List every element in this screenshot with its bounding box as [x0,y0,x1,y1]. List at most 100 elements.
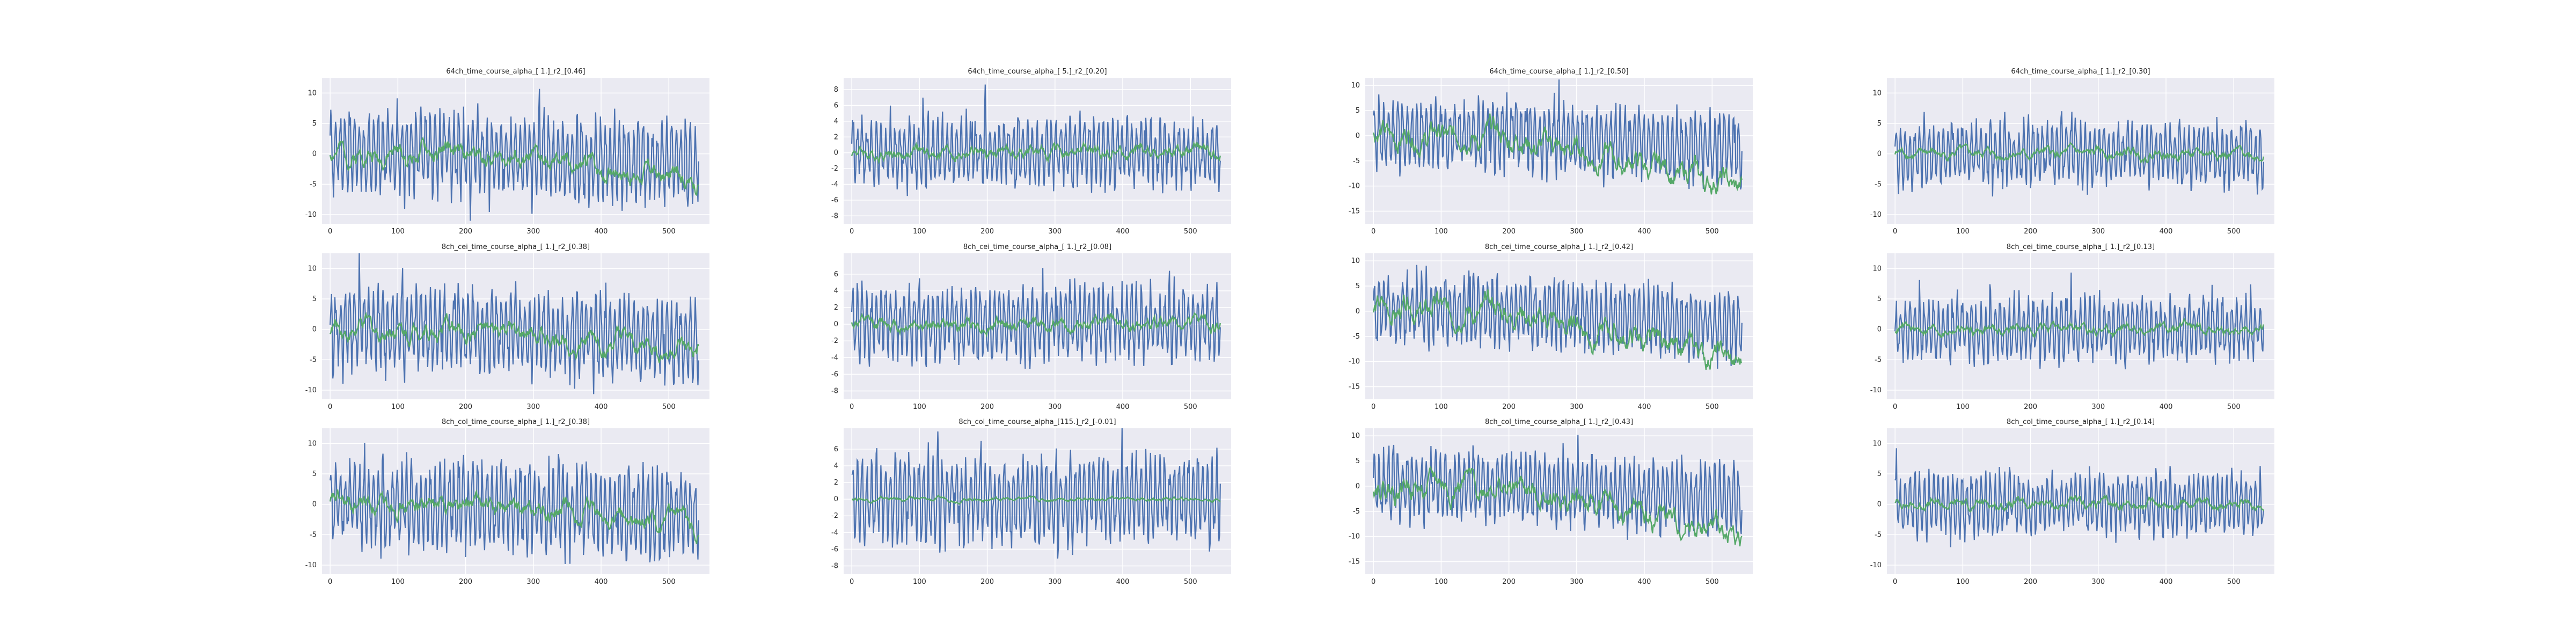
y-tick-label: -10 [305,211,317,219]
y-tick-label: -5 [310,356,317,364]
subplot-title: 8ch_cei_time_course_alpha_[ 1.]_r2_[0.42… [1485,243,1633,251]
x-tick-label: 500 [2227,228,2241,236]
subplot-title: 8ch_col_time_course_alpha_[ 1.]_r2_[0.14… [2007,418,2155,426]
y-tick-label: -2 [831,165,838,173]
subplot-0: 0 100 200 300 400 500 -10 -5 0 5 10 64ch_time_cours… [305,68,709,236]
x-tick-label: 300 [526,228,540,236]
y-tick-label: 10 [308,89,317,97]
y-tick-label: -8 [831,387,838,395]
y-tick-label: -5 [1875,531,1882,539]
x-tick-label: 0 [1371,403,1375,411]
x-tick-label: 400 [2160,403,2173,411]
x-tick-label: 0 [1371,228,1375,236]
y-tick-label: -10 [1870,386,1882,394]
y-tick-label: 10 [1872,440,1882,448]
y-tick-label: 8 [834,86,838,94]
series-line-green [1372,289,1742,370]
x-tick-label: 200 [2024,403,2037,411]
subplot-title: 64ch_time_course_alpha_[ 1.]_r2_[0.30] [2011,68,2150,76]
x-tick-label: 400 [1116,403,1130,411]
plot-background [1887,78,2274,224]
x-tick-label: 200 [459,403,472,411]
y-tick-label: 0 [1877,501,1882,509]
x-tick-label: 300 [526,403,540,411]
x-tick-label: 300 [1048,403,1062,411]
x-tick-label: 100 [1435,403,1448,411]
y-tick-label: 0 [834,149,838,157]
y-tick-label: -5 [310,531,317,539]
x-tick-label: 400 [595,403,608,411]
y-tick-label: -8 [831,562,838,570]
x-tick-label: 100 [913,403,926,411]
y-tick-label: -15 [1349,383,1360,391]
x-tick-label: 300 [1048,578,1062,586]
x-tick-label: 500 [2227,578,2241,586]
x-tick-label: 400 [1638,403,1651,411]
series-line-green [1372,465,1743,547]
y-tick-label: 2 [834,304,838,312]
x-tick-label: 0 [1893,578,1897,586]
x-tick-label: 200 [1502,403,1516,411]
x-tick-label: 400 [2160,578,2173,586]
y-tick-label: 5 [1877,295,1882,303]
y-tick-label: -5 [1353,157,1360,165]
y-tick-label: 0 [1356,308,1360,316]
x-tick-label: 0 [328,228,332,236]
series-line-blue [330,89,699,221]
y-tick-label: -4 [831,354,838,362]
x-tick-label: 100 [391,578,405,586]
subplot-5: 0 100 200 300 400 500 -8 -6 -4 -2 0 2 4 6 8ch_cei_time… [831,243,1231,411]
y-tick-label: 0 [834,320,838,328]
x-tick-label: 0 [850,403,854,411]
y-tick-label: -5 [1353,508,1360,516]
series-line-blue [330,443,699,565]
series-line-green [1894,142,2264,164]
x-tick-label: 200 [1502,228,1516,236]
series-line-blue [1373,265,1743,369]
x-tick-label: 500 [1706,578,1719,586]
y-tick-label: -5 [1875,180,1882,188]
x-tick-label: 500 [1706,403,1719,411]
x-tick-label: 300 [1570,403,1583,411]
x-tick-label: 100 [913,228,926,236]
x-tick-label: 500 [662,403,676,411]
y-tick-label: 10 [1872,89,1882,97]
x-tick-label: 300 [1570,228,1583,236]
subplot-6: 0 100 200 300 400 500 -15 -10 -5 0 5 10 8ch_cei_time… [1349,243,1753,411]
x-tick-label: 200 [2024,578,2037,586]
x-tick-label: 100 [913,578,926,586]
x-tick-label: 200 [1502,578,1516,586]
series-line-blue [1894,272,2264,370]
y-tick-label: 6 [834,270,838,279]
x-tick-label: 100 [1956,403,1970,411]
series-line-green [851,141,1221,165]
y-tick-label: 5 [1356,282,1360,290]
subplot-title: 64ch_time_course_alpha_[ 1.]_r2_[0.50] [1489,68,1628,76]
y-tick-label: -4 [831,529,838,537]
y-tick-label: -10 [305,386,317,394]
y-tick-label: 10 [1351,82,1360,90]
series-line-green [1894,494,2264,513]
x-tick-label: 400 [1116,228,1130,236]
x-tick-label: 400 [1116,578,1130,586]
x-tick-label: 400 [595,228,608,236]
y-tick-label: 0 [312,501,317,509]
y-tick-label: -10 [305,561,317,569]
x-tick-label: 300 [526,578,540,586]
y-tick-label: 6 [834,445,838,453]
series-line-blue [1894,111,2264,197]
subplot-title: 8ch_col_time_course_alpha_[115.]_r2_[-0.… [958,418,1116,426]
y-tick-label: -6 [831,545,838,553]
x-tick-label: 100 [1956,228,1970,236]
x-tick-label: 300 [2091,228,2105,236]
series-line-green [851,312,1221,338]
x-tick-label: 100 [1435,228,1448,236]
y-tick-label: 0 [1356,482,1360,491]
subplot-1: 0 100 200 300 400 500 -8 -6 -4 -2 0 2 4 6 8 64ch_time_c… [831,68,1231,236]
y-tick-label: -15 [1349,208,1360,216]
y-tick-label: -5 [1875,356,1882,364]
y-tick-label: -10 [1870,211,1882,219]
x-tick-label: 0 [1893,403,1897,411]
y-tick-label: 2 [834,133,838,141]
y-tick-label: 0 [1877,150,1882,158]
